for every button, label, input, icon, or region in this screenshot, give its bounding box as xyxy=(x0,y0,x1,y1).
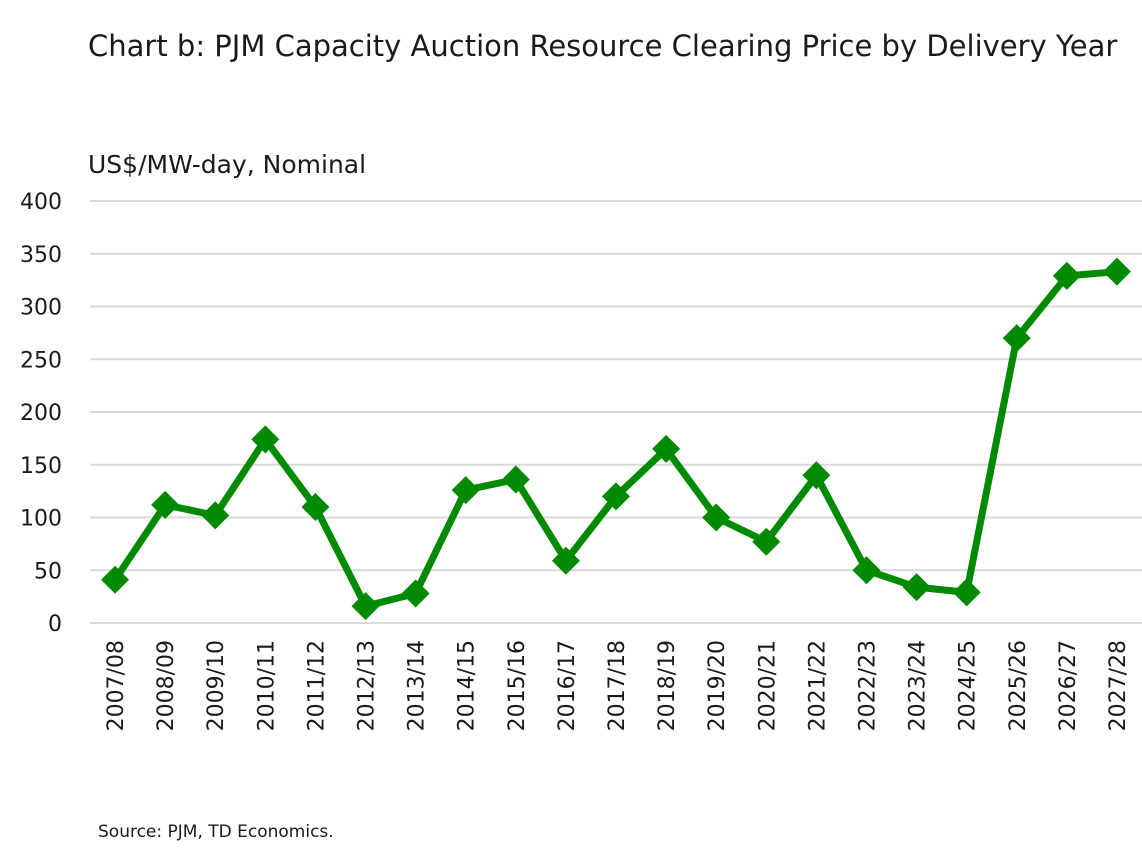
x-tick-label: 2008/09 xyxy=(154,640,179,731)
data-point-marker xyxy=(551,546,580,575)
data-point-marker xyxy=(702,503,731,532)
data-point-marker xyxy=(1102,257,1131,286)
data-point-marker xyxy=(451,476,480,505)
data-point-marker xyxy=(301,492,330,521)
y-tick-label: 200 xyxy=(20,401,62,426)
data-point-marker xyxy=(501,465,530,494)
data-point-marker xyxy=(952,578,981,607)
y-tick-label: 150 xyxy=(20,454,62,479)
x-tick-label: 2021/22 xyxy=(805,640,830,731)
x-tick-label: 2016/17 xyxy=(555,640,580,731)
x-tick-label: 2019/20 xyxy=(705,640,730,731)
x-tick-label: 2010/11 xyxy=(254,640,279,731)
data-point-marker xyxy=(151,490,180,519)
y-tick-label: 50 xyxy=(34,559,62,584)
x-tick-label: 2022/23 xyxy=(855,640,880,731)
data-point-marker xyxy=(201,501,230,530)
data-point-marker xyxy=(752,527,781,556)
y-axis-label: US$/MW-day, Nominal xyxy=(88,150,367,179)
x-tick-label: 2024/25 xyxy=(956,640,981,731)
data-point-marker xyxy=(902,573,931,602)
x-tick-label: 2007/08 xyxy=(104,640,129,731)
x-tick-label: 2023/24 xyxy=(906,640,931,731)
x-tick-label: 2012/13 xyxy=(355,640,380,731)
x-tick-label: 2017/18 xyxy=(605,640,630,731)
x-tick-label: 2025/26 xyxy=(1006,640,1031,731)
data-point-marker xyxy=(602,482,630,511)
chart-title: Chart b: PJM Capacity Auction Resource C… xyxy=(88,29,1118,63)
data-point-marker xyxy=(1002,324,1031,353)
data-point-marker xyxy=(802,461,831,490)
x-tick-label: 2020/21 xyxy=(755,640,780,731)
data-point-marker xyxy=(652,434,681,463)
data-point-marker xyxy=(351,592,380,621)
x-tick-label: 2014/15 xyxy=(455,640,480,731)
x-tick-label: 2013/14 xyxy=(405,640,430,731)
x-tick-label: 2026/27 xyxy=(1056,640,1081,731)
x-tick-label: 2011/12 xyxy=(304,640,329,731)
source-note: Source: PJM, TD Economics. xyxy=(98,822,334,842)
data-point-marker xyxy=(101,565,130,594)
y-tick-label: 0 xyxy=(48,612,62,637)
data-point-marker xyxy=(852,556,881,585)
x-tick-label: 2018/19 xyxy=(655,640,680,731)
data-point-marker xyxy=(1052,261,1081,290)
data-point-marker xyxy=(401,579,430,608)
x-tick-label: 2027/28 xyxy=(1106,640,1131,731)
y-tick-label: 300 xyxy=(20,296,62,321)
data-point-marker xyxy=(251,425,280,454)
x-tick-label: 2009/10 xyxy=(204,640,229,731)
y-tick-label: 100 xyxy=(20,507,62,532)
y-tick-label: 350 xyxy=(20,243,62,268)
y-tick-label: 250 xyxy=(20,348,62,373)
y-tick-label: 400 xyxy=(20,190,62,215)
x-tick-label: 2015/16 xyxy=(505,640,530,731)
